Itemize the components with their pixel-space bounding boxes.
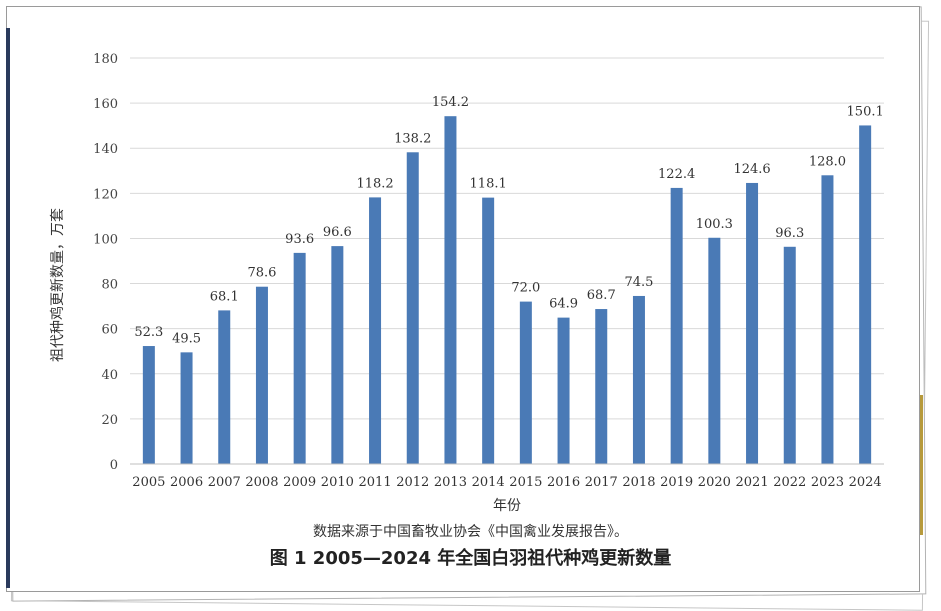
y-tick-label: 20 [101, 413, 118, 428]
x-axis-title: 年份 [493, 498, 521, 514]
x-tick-label: 2007 [208, 475, 241, 490]
x-tick-label: 2010 [321, 475, 354, 490]
figure-caption: 图 1 2005—2024 年全国白羽祖代种鸡更新数量 [269, 548, 672, 569]
y-tick-label: 100 [93, 232, 118, 247]
x-tick-label: 2024 [849, 475, 882, 490]
y-tick-label: 180 [93, 52, 118, 67]
bar-value-label: 96.6 [323, 225, 352, 240]
bar-value-label: 150.1 [847, 104, 884, 119]
x-tick-label: 2017 [585, 475, 618, 490]
book-spine-edge [6, 28, 10, 588]
bar-value-labels: 52.3 49.5 68.1 78.6 93.6 96.6 118.2 138.2 154.2 1… [134, 95, 883, 346]
bar [218, 310, 231, 464]
bar [821, 175, 834, 465]
bar [557, 317, 570, 464]
bar [406, 152, 419, 464]
bar-value-label: 49.5 [172, 331, 201, 346]
bar-value-label: 68.7 [587, 288, 616, 303]
bar [783, 246, 796, 464]
bar-value-label: 138.2 [394, 131, 431, 146]
x-tick-label: 2008 [245, 475, 278, 490]
bar [859, 125, 872, 465]
bar-value-label: 118.1 [470, 177, 507, 192]
bar-value-label: 128.0 [809, 154, 846, 169]
bar-value-label: 74.5 [624, 275, 653, 290]
page-edge-accent [920, 395, 923, 535]
x-tick-label: 2021 [736, 475, 769, 490]
bar [255, 286, 268, 464]
y-tick-label: 60 [101, 323, 118, 338]
bar-value-label: 72.0 [511, 281, 540, 296]
paper-sheet-front [6, 6, 920, 592]
data-source-note: 数据来源于中国畜牧业协会《中国禽业发展报告》。 [313, 524, 628, 540]
y-tick-label: 80 [101, 278, 118, 293]
y-tick-labels: 0 20 40 60 80 100 120 140 160 180 [93, 52, 118, 473]
y-tick-label: 120 [93, 187, 118, 202]
x-tick-label: 2005 [132, 475, 165, 490]
bar-chart: 0 20 40 60 80 100 120 140 160 180 52.3 49.5 68.1 78.… [49, 52, 884, 514]
x-tick-label: 2018 [622, 475, 655, 490]
bar-value-label: 64.9 [549, 297, 578, 312]
x-tick-label: 2006 [170, 475, 203, 490]
x-tick-label: 2013 [434, 475, 467, 490]
x-tick-label: 2016 [547, 475, 580, 490]
x-tick-label: 2011 [359, 475, 392, 490]
x-tick-label: 2009 [283, 475, 316, 490]
bar [444, 116, 457, 465]
x-tick-label: 2012 [396, 475, 429, 490]
bar [180, 352, 193, 464]
bar [482, 197, 495, 464]
y-tick-label: 160 [93, 97, 118, 112]
bar [369, 197, 382, 465]
bar [293, 252, 306, 464]
y-tick-label: 0 [110, 458, 118, 473]
bar-value-label: 122.4 [658, 167, 695, 182]
x-tick-label: 2019 [660, 475, 693, 490]
x-tick-labels: 2005 2006 2007 2008 2009 2010 2011 2012 2013 2014… [132, 475, 881, 490]
bar-value-label: 96.3 [775, 226, 804, 241]
bar [746, 182, 759, 465]
x-tick-label: 2014 [472, 475, 505, 490]
bar [519, 301, 532, 464]
x-tick-label: 2023 [811, 475, 844, 490]
bar [708, 237, 721, 464]
bar [670, 187, 683, 465]
bar-value-label: 154.2 [432, 95, 469, 110]
bar-value-label: 100.3 [696, 217, 733, 232]
bar [595, 309, 608, 464]
y-axis-title: 祖代种鸡更新数量，万套 [49, 208, 66, 362]
y-tick-label: 140 [93, 142, 118, 157]
bar-value-label: 93.6 [285, 232, 314, 247]
bar [632, 295, 645, 464]
gridlines [130, 57, 884, 420]
x-tick-label: 2020 [698, 475, 731, 490]
bar-value-label: 68.1 [210, 289, 239, 304]
bar [331, 246, 344, 464]
bar-value-label: 78.6 [247, 266, 276, 281]
bar [142, 346, 155, 464]
bar-value-label: 124.6 [733, 162, 770, 177]
bar-value-label: 52.3 [134, 325, 163, 340]
bars [142, 116, 872, 465]
y-tick-label: 40 [101, 368, 118, 383]
bar-value-label: 118.2 [356, 176, 393, 191]
x-tick-label: 2022 [773, 475, 806, 490]
x-tick-label: 2015 [509, 475, 542, 490]
